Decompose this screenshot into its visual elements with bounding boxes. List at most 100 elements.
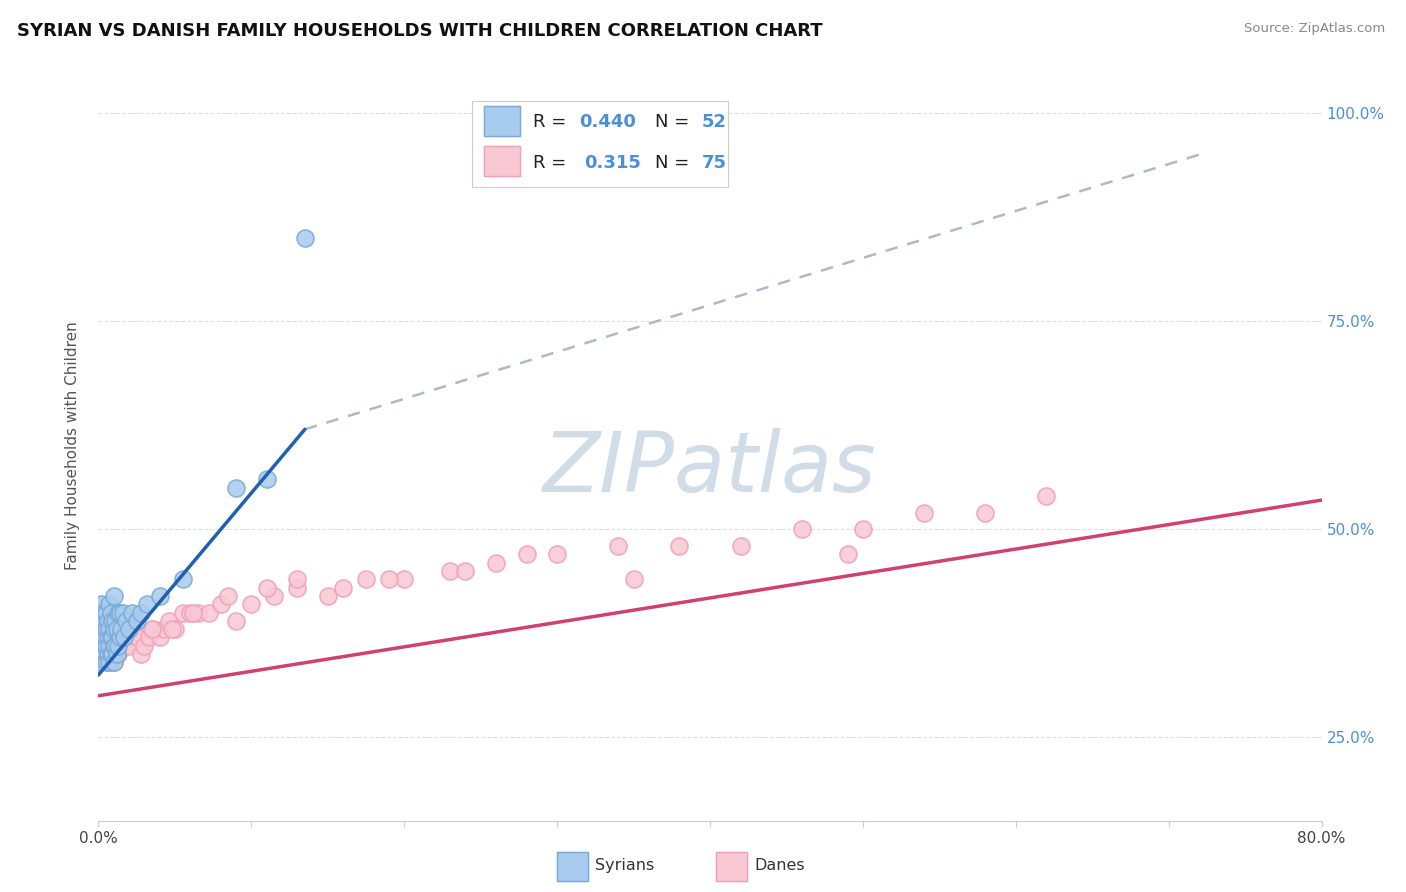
Text: N =: N = (655, 153, 695, 172)
Text: 0.315: 0.315 (583, 153, 641, 172)
Point (94, 622, 117, 636)
Point (125, 614, 148, 628)
Text: Danes: Danes (754, 858, 804, 873)
Point (103, 639, 125, 653)
Point (91, 622, 114, 636)
Point (332, 581, 354, 595)
Point (97, 614, 120, 628)
Point (149, 589, 172, 603)
Point (187, 606, 209, 620)
Point (129, 647, 152, 661)
Point (112, 631, 135, 645)
Text: ZIPatlas: ZIPatlas (543, 428, 877, 509)
Point (105, 622, 128, 636)
Point (104, 647, 127, 661)
Point (668, 539, 690, 553)
Point (98, 622, 121, 636)
Point (98, 647, 121, 661)
Point (103, 631, 125, 645)
Point (94, 656, 117, 670)
Point (157, 614, 180, 628)
Bar (716, 852, 747, 880)
Point (112, 639, 135, 653)
Text: 75: 75 (702, 153, 727, 172)
Bar (484, 146, 520, 177)
Point (294, 231, 316, 245)
Point (225, 481, 247, 495)
Point (94, 606, 117, 620)
Text: Source: ZipAtlas.com: Source: ZipAtlas.com (1244, 22, 1385, 36)
Point (354, 572, 377, 586)
Point (149, 631, 172, 645)
Point (93, 631, 115, 645)
Point (108, 606, 131, 620)
Point (100, 631, 122, 645)
Point (142, 622, 165, 636)
Point (623, 572, 645, 586)
Point (485, 556, 508, 570)
Point (89, 656, 111, 670)
Point (103, 622, 125, 636)
Point (118, 622, 141, 636)
Point (125, 631, 148, 645)
Point (136, 597, 159, 611)
Point (94, 622, 117, 636)
Point (89, 606, 111, 620)
Bar (557, 852, 588, 880)
Bar (716, 852, 747, 880)
Point (256, 581, 278, 595)
Point (97, 656, 120, 670)
Text: 0.440: 0.440 (579, 113, 636, 131)
Point (103, 656, 125, 670)
Point (100, 656, 122, 670)
Point (101, 622, 124, 636)
Point (90, 639, 112, 653)
Point (93, 614, 115, 628)
Point (378, 572, 401, 586)
Point (172, 606, 194, 620)
Point (837, 547, 859, 561)
Point (607, 539, 630, 553)
Point (115, 631, 138, 645)
Point (111, 606, 134, 620)
Point (852, 522, 875, 536)
Point (160, 622, 183, 636)
Point (121, 622, 143, 636)
Point (107, 606, 129, 620)
Point (104, 614, 127, 628)
Point (94, 639, 117, 653)
Point (129, 606, 152, 620)
Point (263, 589, 285, 603)
Point (100, 631, 122, 645)
Point (392, 572, 416, 586)
Point (90, 631, 112, 645)
Point (240, 597, 263, 611)
Point (97, 631, 120, 645)
Text: N =: N = (655, 113, 695, 131)
Point (108, 631, 131, 645)
Point (98, 597, 121, 611)
Point (90, 597, 112, 611)
Text: SYRIAN VS DANISH FAMILY HOUSEHOLDS WITH CHILDREN CORRELATION CHART: SYRIAN VS DANISH FAMILY HOUSEHOLDS WITH … (17, 22, 823, 40)
Point (153, 622, 176, 636)
Point (111, 622, 134, 636)
Bar (557, 852, 588, 880)
Point (172, 572, 194, 586)
Point (103, 656, 125, 670)
Point (105, 647, 128, 661)
Point (912, 506, 935, 520)
Point (217, 589, 239, 603)
Point (516, 547, 538, 561)
Point (256, 472, 278, 486)
Point (118, 639, 141, 653)
Point (98, 639, 121, 653)
Point (90, 614, 112, 628)
Point (100, 647, 122, 661)
Point (101, 647, 124, 661)
Point (100, 606, 122, 620)
Point (91, 622, 114, 636)
Text: R =: R = (533, 113, 572, 131)
Point (163, 622, 186, 636)
Point (93, 647, 115, 661)
Point (91, 606, 114, 620)
